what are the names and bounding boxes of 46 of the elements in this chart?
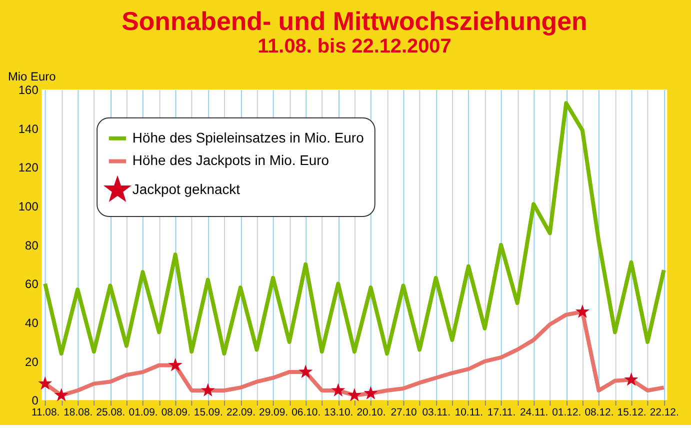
y-tick-label: 80 (25, 238, 39, 252)
point (54, 388, 68, 402)
x-tick-label: 15.12. (617, 408, 646, 419)
x-tick-label: 22.12. (650, 408, 679, 419)
chart-title: Sonnabend- und Mittwochsziehungen (122, 8, 588, 36)
point (38, 376, 52, 390)
y-tick-label: 20 (25, 354, 39, 369)
x-tick-label: 01.09. (128, 408, 158, 419)
x-tick-label: 25.08. (96, 408, 126, 419)
y-tick-label: 40 (25, 316, 39, 330)
x-tick-label: 11.08. (31, 408, 60, 419)
y-tick-label: 60 (25, 277, 39, 292)
x-tick-label: 17.11. (487, 408, 516, 419)
legend-label: Jackpot geknackt (132, 181, 240, 198)
x-tick-label: 08.12. (584, 408, 614, 419)
x-tick-label: 27.10 (390, 408, 418, 419)
legend-label: Höhe des Spieleinsatzes in Mio. Euro (132, 129, 364, 146)
x-tick-label: 22.09. (226, 408, 256, 419)
x-tick-label: 10.11. (454, 408, 484, 419)
line-series (43, 101, 666, 356)
legend-label: Höhe des Jackpots in Mio. Euro (132, 152, 330, 168)
point (575, 304, 590, 318)
y-tick-label: 140 (18, 122, 39, 136)
point (168, 358, 182, 372)
point (331, 383, 346, 396)
point (200, 383, 215, 396)
y-tick-label: 120 (18, 160, 39, 175)
x-tick-label: 08.09. (161, 408, 190, 419)
x-tick-label: 29.09. (259, 408, 288, 419)
x-tick-label: 15.09. (194, 408, 223, 419)
x-tick-label: 13.10. (324, 408, 354, 419)
x-tick-label: 24.11. (520, 408, 548, 419)
y-axis-title: Mio Euro (8, 70, 56, 84)
y-tick-label: 0 (32, 394, 39, 408)
x-tick-label: 06.10. (292, 408, 321, 419)
x-tick-label: 03.11. (422, 408, 450, 419)
y-tick-label: 100 (18, 200, 39, 214)
x-tick-label: 01.12. (552, 408, 582, 419)
x-tick-label: 20.10. (356, 408, 386, 419)
point (347, 388, 362, 402)
y-tick-label: 160 (18, 83, 39, 98)
point (624, 372, 638, 386)
point (298, 364, 313, 378)
point (364, 386, 378, 400)
chart-subtitle: 11.08. bis 22.12.2007 (258, 36, 452, 58)
x-tick-label: 18.08. (64, 408, 93, 419)
